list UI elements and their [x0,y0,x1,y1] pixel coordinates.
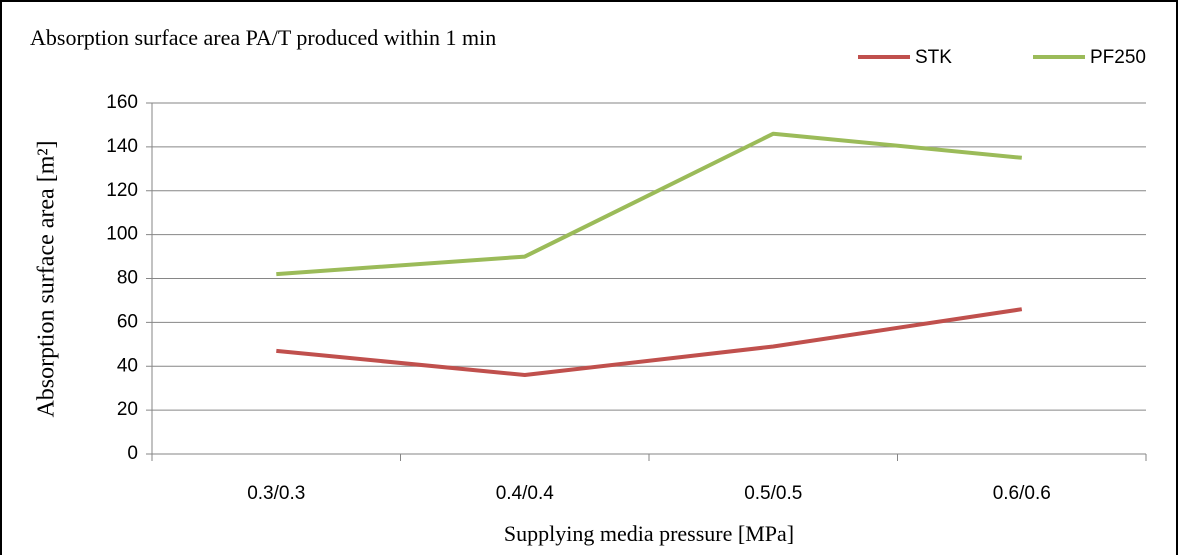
x-tick-label: 0.5/0.5 [744,483,802,504]
chart-title: Absorption surface area PA/T produced wi… [30,25,496,50]
y-tick-label: 40 [117,355,138,376]
y-tick-label: 20 [117,399,138,420]
y-tick-label: 100 [106,224,138,245]
y-tick-label: 140 [106,136,138,157]
y-tick-label: 0 [127,443,138,464]
y-tick-label: 160 [106,92,138,113]
x-tick-label: 0.3/0.3 [247,483,305,504]
x-tick-label: 0.4/0.4 [496,483,555,504]
y-axis-title: Absorption surface area [m²] [34,140,60,417]
series-line [276,131,1022,277]
legend-label: STK [915,47,952,68]
x-tick-label: 0.6/0.6 [993,483,1051,504]
y-tick-label: 80 [117,268,138,289]
series-line [276,307,1023,377]
x-axis-title: Supplying media pressure [MPa] [504,521,794,546]
legend-label: PF250 [1090,47,1146,68]
y-tick-label: 120 [106,180,138,201]
y-tick-label: 60 [117,311,138,332]
